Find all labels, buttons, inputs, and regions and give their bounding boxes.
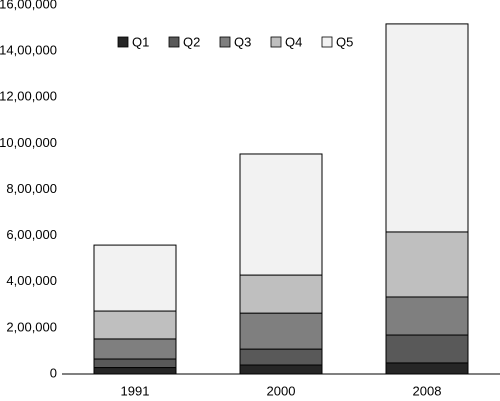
bar-segment — [239, 312, 323, 350]
y-tick-label: 16,00,000 — [0, 0, 57, 11]
bar-segment — [385, 362, 469, 375]
bar-segment — [385, 296, 469, 336]
legend-label: Q2 — [183, 34, 200, 49]
legend-label: Q1 — [132, 34, 149, 49]
bar-segment — [93, 367, 177, 375]
bar-segment — [385, 231, 469, 298]
legend-label: Q3 — [234, 34, 251, 49]
y-tick-label: 0 — [50, 365, 57, 380]
legend-swatch — [270, 36, 282, 48]
bar-segment — [385, 23, 469, 233]
legend-swatch — [321, 36, 333, 48]
bar-segment — [239, 274, 323, 314]
bar-segment — [93, 310, 177, 340]
bar-segment — [239, 348, 323, 366]
bar-segment — [239, 153, 323, 276]
legend-label: Q5 — [336, 34, 353, 49]
legend-swatch — [168, 36, 180, 48]
bar-segment — [385, 334, 469, 364]
bar-segment — [239, 364, 323, 375]
y-tick-label: 2,00,000 — [6, 319, 57, 334]
y-tick-label: 4,00,000 — [6, 273, 57, 288]
y-tick-label: 8,00,000 — [6, 181, 57, 196]
legend-label: Q4 — [285, 34, 302, 49]
y-tick-label: 14,00,000 — [0, 43, 57, 58]
y-tick-label: 6,00,000 — [6, 227, 57, 242]
bar-segment — [93, 244, 177, 312]
x-tick-label: 2008 — [413, 383, 442, 398]
bar-segment — [93, 338, 177, 360]
legend-swatch — [117, 36, 129, 48]
x-tick-label: 1991 — [121, 383, 150, 398]
legend-swatch — [219, 36, 231, 48]
x-tick-label: 2000 — [267, 383, 296, 398]
y-tick-label: 12,00,000 — [0, 89, 57, 104]
y-tick-label: 10,00,000 — [0, 135, 57, 150]
bar-segment — [93, 358, 177, 369]
